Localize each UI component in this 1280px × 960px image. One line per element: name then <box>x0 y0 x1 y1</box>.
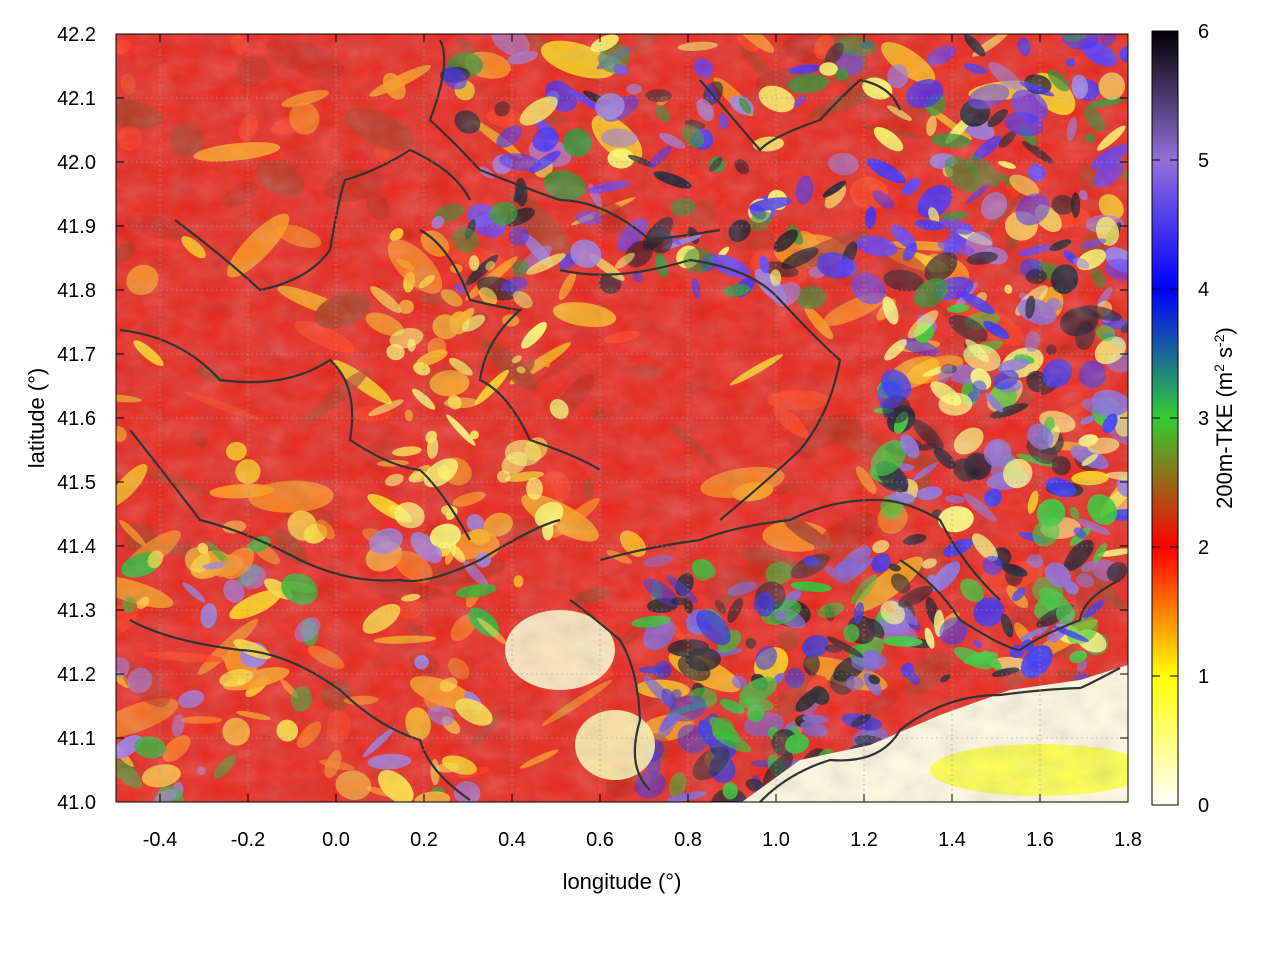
colorbar-label-suffix: ) <box>1212 327 1237 334</box>
contour-line <box>699 78 902 152</box>
x-tick-label: 1.2 <box>850 829 878 851</box>
colorbar-label: 200m-TKE (m2 s-2) <box>1211 327 1237 509</box>
y-tick-label: 41.7 <box>57 344 96 366</box>
colorbar-tick-label: 0 <box>1198 795 1209 817</box>
x-tick-label: 0.6 <box>586 829 614 851</box>
colorbar-label-sup2: -2 <box>1211 334 1227 347</box>
contour-line <box>119 328 471 541</box>
contour-line <box>428 39 721 242</box>
x-tick-label: -0.4 <box>143 829 177 851</box>
contour-line <box>559 258 842 521</box>
x-tick-label: 1.6 <box>1026 829 1054 851</box>
y-tick-label: 41.9 <box>57 216 96 238</box>
colorbar-tick-label: 5 <box>1198 150 1209 172</box>
y-tick-label: 41.1 <box>57 728 96 750</box>
x-tick-label: 1.8 <box>1114 829 1142 851</box>
colorbar-tick-label: 2 <box>1198 537 1209 559</box>
x-axis-title: longitude (°) <box>563 869 682 894</box>
y-tick-label: 42.2 <box>57 24 96 46</box>
colorbar-tick-label: 4 <box>1198 279 1209 301</box>
contour-line <box>899 559 1121 652</box>
y-tick-label: 42.0 <box>57 152 96 174</box>
y-tick-label: 42.1 <box>57 88 96 110</box>
colorbar-tick-label: 6 <box>1198 21 1209 43</box>
x-tick-label: 1.4 <box>938 829 966 851</box>
y-tick-label: 41.2 <box>57 664 96 686</box>
terrain-contours <box>119 39 1121 802</box>
x-tick-label: 1.0 <box>762 829 790 851</box>
x-tick-label: 0.0 <box>322 829 350 851</box>
contour-line <box>129 429 561 583</box>
colorbar-ticks: 0 1 2 3 4 5 6 <box>1152 21 1209 817</box>
colorbar-tick-label: 1 <box>1198 666 1209 688</box>
x-tick-label: 0.4 <box>498 829 526 851</box>
plot-area <box>115 33 1129 803</box>
contour-line <box>599 498 1001 601</box>
contour-line <box>569 599 651 791</box>
y-tick-label: 41.0 <box>57 792 96 814</box>
x-axis: -0.4 -0.2 0.0 0.2 0.4 0.6 0.8 1.0 1.2 1.4 1.6 1.8 <box>143 34 1142 851</box>
y-tick-label: 41.3 <box>57 600 96 622</box>
y-axis-title: latitude (°) <box>24 368 49 469</box>
contour-line <box>759 667 1121 802</box>
contour-line <box>174 148 471 292</box>
y-tick-label: 41.6 <box>57 408 96 430</box>
x-tick-label: 0.8 <box>674 829 702 851</box>
y-axis: 41.0 41.1 41.2 41.3 41.4 41.5 41.6 41.7 41.8 41.9… <box>57 24 1128 814</box>
colorbar-label-sup1: 2 <box>1211 364 1227 372</box>
colorbar-label-mid: s <box>1212 347 1237 364</box>
y-tick-label: 41.5 <box>57 472 96 494</box>
colorbar-tick-label: 3 <box>1198 408 1209 430</box>
y-tick-label: 41.8 <box>57 280 96 302</box>
contour-line <box>129 619 471 801</box>
x-tick-label: -0.2 <box>231 829 265 851</box>
contour-line <box>419 229 601 471</box>
colorbar-label-prefix: 200m-TKE (m <box>1212 372 1237 509</box>
y-tick-label: 41.4 <box>57 536 96 558</box>
x-tick-label: 0.2 <box>410 829 438 851</box>
